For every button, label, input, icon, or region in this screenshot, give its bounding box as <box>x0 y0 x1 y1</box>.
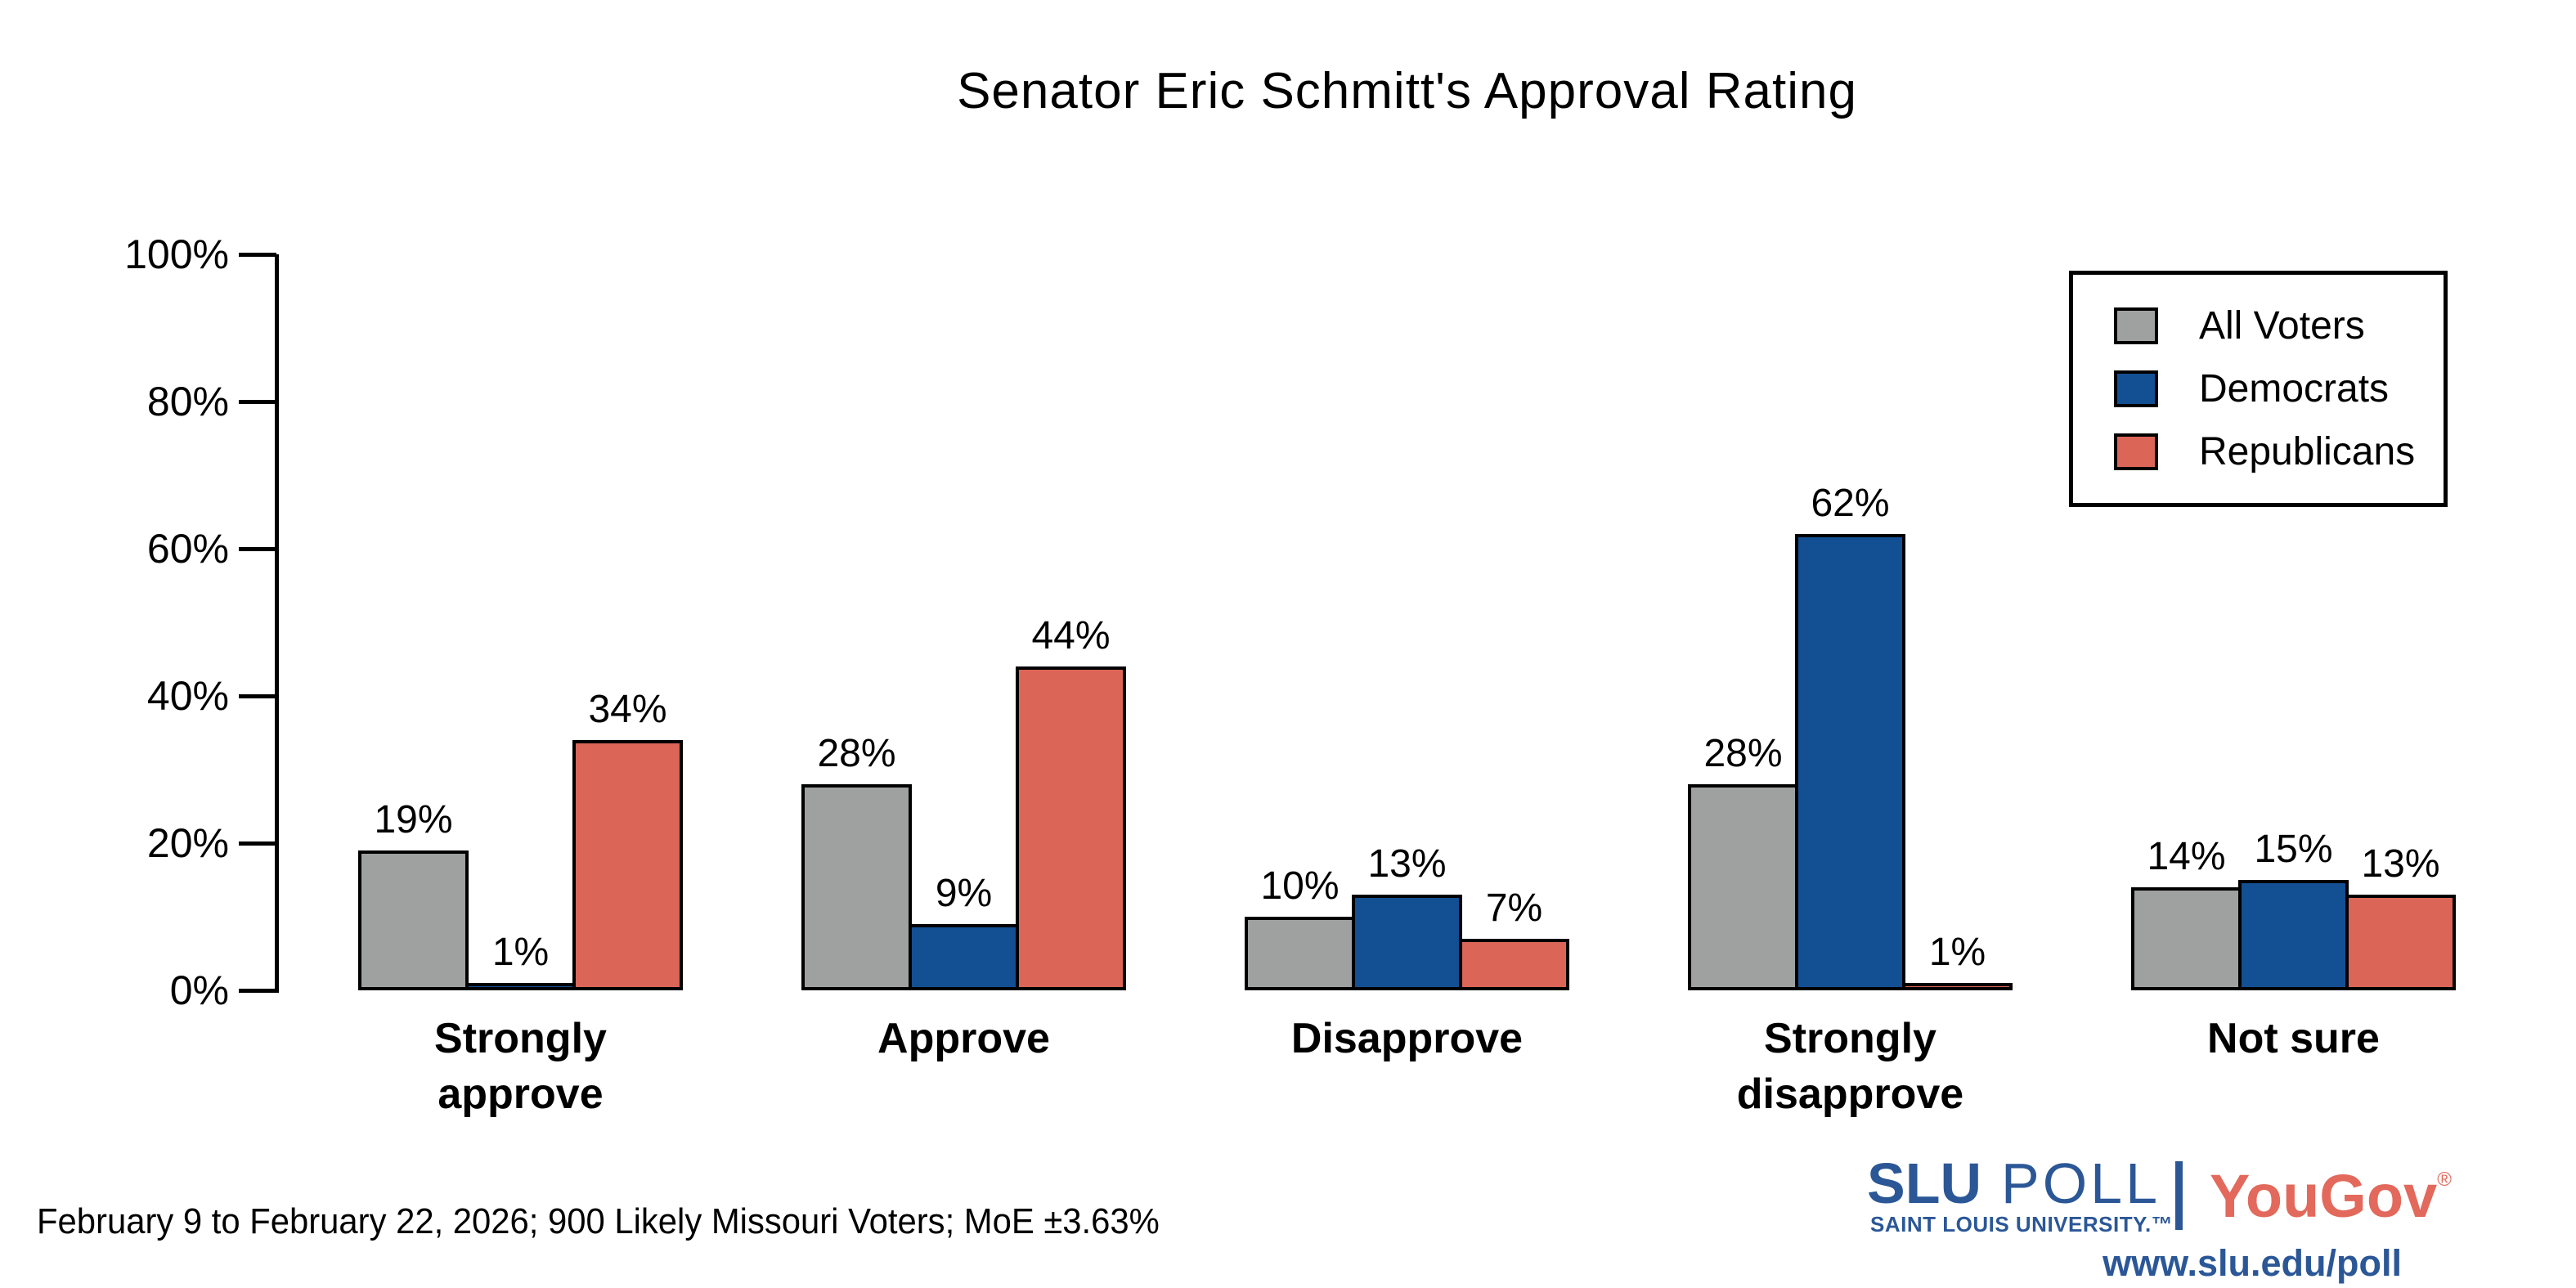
bar-group-approve: 28% 9% 44% Approve <box>801 254 1126 1062</box>
slu-institution-text: SAINT LOUIS UNIVERSITY.™ <box>1870 1212 2174 1236</box>
category-label-approve: Approve <box>877 1015 1050 1062</box>
bar-groups: 19% 1% 34% Strongly approve 28% 9% 44% Approve 1… <box>358 254 2456 1118</box>
legend-row-democrats: Democrats <box>2114 366 2444 411</box>
category-label-disapprove: Disapprove <box>1290 1015 1524 1062</box>
value-label-republicans-strongly-approve: 34% <box>588 688 667 731</box>
bar-republicans-approve: 44% <box>1016 614 1126 990</box>
bar-republicans-strongly-approve: 34% <box>572 688 683 990</box>
legend: All Voters Democrats Republicans <box>2069 271 2448 507</box>
chart-title: Senator Eric Schmitt's Approval Rating <box>957 63 1857 119</box>
legend-swatch-democrats <box>2114 370 2158 407</box>
bar-democrats-disapprove: 13% <box>1352 842 1462 990</box>
y-tick-label-0: 0% <box>169 967 229 1013</box>
category-label-strongly-approve: Strongly approve <box>434 1015 607 1118</box>
yougov-logo: YouGov® <box>2210 1166 2452 1227</box>
y-tick-20 <box>239 841 276 846</box>
logo-divider <box>2175 1161 2183 1230</box>
legend-label-democrats: Democrats <box>2199 367 2390 411</box>
legend-row-all-voters: All Voters <box>2114 303 2444 348</box>
legend-label-all-voters: All Voters <box>2199 304 2365 348</box>
bar-group-not-sure: 14% 15% 13% Not sure <box>2131 254 2456 1062</box>
y-tick-100 <box>239 253 276 257</box>
yougov-logo-text: YouGov <box>2210 1162 2438 1230</box>
bar-group-strongly-approve: 19% 1% 34% Strongly approve <box>358 254 683 1118</box>
bar-all-voters-strongly-approve: 19% <box>358 798 469 990</box>
y-tick-40 <box>239 694 276 698</box>
bar-democrats-strongly-approve: 1% <box>465 931 576 990</box>
bar-democrats-not-sure: 15% <box>2238 828 2349 990</box>
value-label-democrats-disapprove: 13% <box>1367 842 1447 886</box>
y-tick-label-60: 60% <box>146 526 229 572</box>
value-label-democrats-approve: 9% <box>935 872 993 915</box>
slu-poll-logo: SLU POLL <box>1867 1155 2161 1212</box>
value-label-republicans-not-sure: 13% <box>2361 842 2440 886</box>
y-tick-0 <box>239 989 276 993</box>
poll-url: www.slu.edu/poll <box>2103 1242 2402 1284</box>
poll-logo-text: POLL <box>2001 1151 2161 1215</box>
value-label-republicans-approve: 44% <box>1031 614 1111 657</box>
value-label-democrats-strongly-approve: 1% <box>491 931 550 974</box>
legend-swatch-all-voters <box>2114 307 2158 344</box>
bar-all-voters-approve: 28% <box>801 732 912 990</box>
slu-logo-text: SLU <box>1867 1151 1981 1215</box>
y-tick-80 <box>239 400 276 404</box>
value-label-all-voters-approve: 28% <box>817 732 896 775</box>
value-label-all-voters-disapprove: 10% <box>1260 864 1340 908</box>
value-label-democrats-not-sure: 15% <box>2254 828 2333 871</box>
value-label-republicans-strongly-disapprove: 1% <box>1928 931 1986 974</box>
bar-republicans-strongly-disapprove: 1% <box>1902 931 2013 990</box>
value-label-all-voters-strongly-disapprove: 28% <box>1703 732 1783 775</box>
y-tick-label-80: 80% <box>146 379 229 424</box>
legend-label-republicans: Republicans <box>2199 430 2416 473</box>
bar-all-voters-not-sure: 14% <box>2131 835 2242 990</box>
value-label-all-voters-not-sure: 14% <box>2147 835 2226 878</box>
bar-republicans-disapprove: 7% <box>1459 886 1569 990</box>
bar-all-voters-disapprove: 10% <box>1245 864 1355 990</box>
value-label-all-voters-strongly-approve: 19% <box>374 798 453 841</box>
bar-group-disapprove: 10% 13% 7% Disapprove <box>1245 254 1569 1062</box>
category-label-strongly-disapprove: Strongly disapprove <box>1736 1015 1964 1118</box>
bar-democrats-strongly-disapprove: 62% <box>1795 482 1905 990</box>
legend-swatch-republicans <box>2114 433 2158 470</box>
y-tick-60 <box>239 547 276 551</box>
value-label-democrats-strongly-disapprove: 62% <box>1811 482 1890 525</box>
bar-group-strongly-disapprove: 28% 62% 1% Strongly disapprove <box>1688 254 2013 1118</box>
y-axis-line <box>275 254 279 993</box>
y-tick-label-40: 40% <box>146 673 229 719</box>
value-label-republicans-disapprove: 7% <box>1485 886 1543 930</box>
registered-mark: ® <box>2437 1169 2452 1191</box>
y-tick-label-100: 100% <box>124 231 229 277</box>
methodology-note: February 9 to February 22, 2026; 900 Lik… <box>37 1201 1160 1241</box>
bar-democrats-approve: 9% <box>909 872 1019 990</box>
legend-row-republicans: Republicans <box>2114 429 2444 474</box>
category-label-not-sure: Not sure <box>2207 1015 2380 1062</box>
bar-all-voters-strongly-disapprove: 28% <box>1688 732 1798 990</box>
y-tick-label-20: 20% <box>146 820 229 866</box>
bar-republicans-not-sure: 13% <box>2345 842 2456 990</box>
